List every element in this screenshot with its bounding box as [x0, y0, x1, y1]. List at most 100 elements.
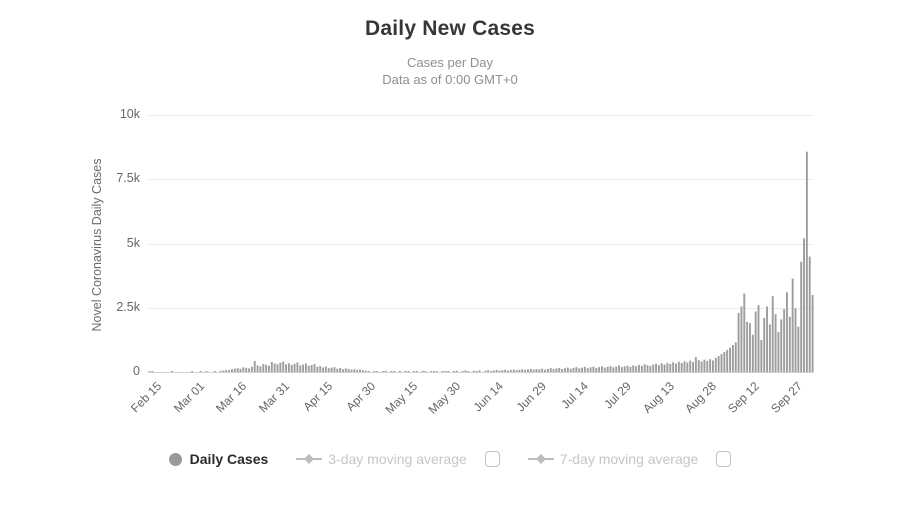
- bar[interactable]: [524, 369, 527, 372]
- bar[interactable]: [313, 364, 316, 372]
- bar[interactable]: [213, 371, 216, 372]
- bar[interactable]: [492, 370, 495, 372]
- bar[interactable]: [615, 366, 618, 372]
- bar[interactable]: [723, 351, 726, 372]
- bar[interactable]: [635, 366, 638, 372]
- bar[interactable]: [228, 370, 231, 372]
- bar[interactable]: [763, 318, 766, 372]
- bar[interactable]: [231, 369, 233, 372]
- bar[interactable]: [225, 369, 228, 372]
- bar[interactable]: [487, 370, 490, 372]
- bar[interactable]: [598, 367, 601, 372]
- bar[interactable]: [265, 364, 268, 372]
- bar[interactable]: [276, 364, 279, 372]
- bar[interactable]: [632, 365, 635, 372]
- bar[interactable]: [250, 366, 253, 372]
- bar[interactable]: [285, 364, 287, 372]
- bar[interactable]: [393, 370, 396, 372]
- bar[interactable]: [552, 369, 555, 372]
- legend-checkbox-7-day[interactable]: [716, 451, 732, 467]
- bar[interactable]: [521, 369, 524, 372]
- bar[interactable]: [714, 357, 717, 372]
- bar[interactable]: [239, 368, 242, 372]
- bar[interactable]: [603, 367, 606, 372]
- bar[interactable]: [649, 366, 652, 372]
- bar[interactable]: [694, 357, 697, 372]
- bar[interactable]: [339, 367, 342, 372]
- bar[interactable]: [319, 366, 322, 372]
- bar[interactable]: [729, 347, 731, 372]
- bar[interactable]: [686, 362, 689, 372]
- bar[interactable]: [262, 364, 265, 372]
- bar[interactable]: [504, 369, 507, 372]
- bar[interactable]: [356, 369, 359, 372]
- bar[interactable]: [612, 367, 615, 372]
- bar[interactable]: [330, 367, 333, 372]
- bar[interactable]: [675, 363, 677, 372]
- bar[interactable]: [783, 309, 786, 372]
- bar[interactable]: [484, 370, 487, 372]
- bar[interactable]: [344, 368, 347, 372]
- bar[interactable]: [578, 368, 581, 372]
- bar[interactable]: [219, 370, 222, 372]
- bar[interactable]: [669, 364, 672, 372]
- bar[interactable]: [199, 371, 202, 372]
- bar[interactable]: [638, 364, 640, 372]
- bar[interactable]: [749, 323, 751, 372]
- bar[interactable]: [299, 365, 302, 372]
- bar[interactable]: [478, 370, 481, 372]
- bar[interactable]: [811, 294, 814, 372]
- bar[interactable]: [800, 261, 803, 372]
- bar[interactable]: [322, 367, 324, 372]
- bar[interactable]: [680, 363, 683, 372]
- bar[interactable]: [472, 370, 475, 372]
- bar[interactable]: [791, 278, 794, 372]
- bar[interactable]: [555, 368, 558, 372]
- legend-item-7-day-moving-average[interactable]: 7-day moving average: [527, 451, 732, 467]
- bar[interactable]: [561, 368, 564, 372]
- bar[interactable]: [384, 370, 387, 372]
- bar[interactable]: [760, 339, 763, 373]
- bar[interactable]: [766, 306, 768, 372]
- bar[interactable]: [629, 366, 632, 372]
- bar[interactable]: [367, 371, 370, 372]
- bar[interactable]: [347, 368, 350, 372]
- bar[interactable]: [529, 368, 532, 372]
- bar[interactable]: [490, 370, 492, 372]
- bar[interactable]: [689, 360, 692, 372]
- bar[interactable]: [655, 363, 657, 372]
- bar[interactable]: [467, 371, 470, 372]
- bar[interactable]: [692, 361, 694, 372]
- bar[interactable]: [797, 326, 800, 372]
- bar[interactable]: [342, 369, 344, 372]
- bar[interactable]: [737, 312, 740, 372]
- bar[interactable]: [586, 368, 589, 372]
- bar[interactable]: [660, 363, 663, 372]
- bar[interactable]: [453, 371, 455, 372]
- bar[interactable]: [595, 367, 598, 372]
- bar[interactable]: [435, 371, 438, 372]
- bar[interactable]: [171, 371, 174, 372]
- bar[interactable]: [592, 366, 595, 372]
- bar[interactable]: [430, 370, 433, 372]
- bar[interactable]: [444, 371, 447, 372]
- bar[interactable]: [740, 306, 743, 372]
- bar[interactable]: [390, 371, 393, 372]
- bar[interactable]: [253, 360, 256, 372]
- bar[interactable]: [754, 311, 757, 372]
- bar[interactable]: [663, 364, 666, 372]
- bar[interactable]: [236, 368, 239, 372]
- bar[interactable]: [601, 366, 603, 372]
- bar[interactable]: [743, 293, 746, 373]
- bar[interactable]: [302, 364, 305, 372]
- bar[interactable]: [433, 371, 435, 372]
- bar[interactable]: [768, 324, 771, 372]
- bar[interactable]: [336, 368, 339, 372]
- bar[interactable]: [498, 370, 501, 372]
- bar[interactable]: [324, 366, 327, 372]
- bar[interactable]: [233, 368, 236, 372]
- bar[interactable]: [495, 369, 498, 372]
- bar[interactable]: [475, 370, 478, 372]
- bar[interactable]: [751, 334, 754, 373]
- bar[interactable]: [566, 367, 569, 372]
